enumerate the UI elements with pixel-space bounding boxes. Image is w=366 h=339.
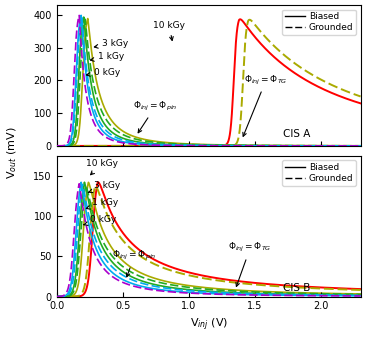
Legend: Biased, Grounded: Biased, Grounded	[283, 160, 356, 185]
Text: 1 kGy: 1 kGy	[90, 52, 124, 61]
Text: 0 kGy: 0 kGy	[84, 215, 116, 225]
Text: 10 kGy: 10 kGy	[86, 159, 118, 175]
X-axis label: V$_{inj}$ (V): V$_{inj}$ (V)	[190, 317, 228, 334]
Text: $\Phi_{inj}=\Phi_{pin}$: $\Phi_{inj}=\Phi_{pin}$	[133, 100, 178, 133]
Text: 3 kGy: 3 kGy	[94, 39, 128, 48]
Text: $\Phi_{inj}=\Phi_{pin}$: $\Phi_{inj}=\Phi_{pin}$	[112, 250, 157, 277]
Text: 10 kGy: 10 kGy	[153, 21, 185, 40]
Text: 0 kGy: 0 kGy	[86, 67, 120, 77]
Legend: Biased, Grounded: Biased, Grounded	[283, 9, 356, 35]
Text: V$_{out}$ (mV): V$_{out}$ (mV)	[5, 126, 19, 179]
Text: 3 kGy: 3 kGy	[88, 181, 120, 193]
Text: CIS B: CIS B	[283, 283, 311, 294]
Text: 1 kGy: 1 kGy	[86, 198, 119, 209]
Text: $\Phi_{inj}=\Phi_{TG}$: $\Phi_{inj}=\Phi_{TG}$	[228, 241, 272, 286]
Text: CIS A: CIS A	[283, 129, 311, 139]
Text: $\Phi_{inj}=\Phi_{TG}$: $\Phi_{inj}=\Phi_{TG}$	[243, 74, 288, 136]
